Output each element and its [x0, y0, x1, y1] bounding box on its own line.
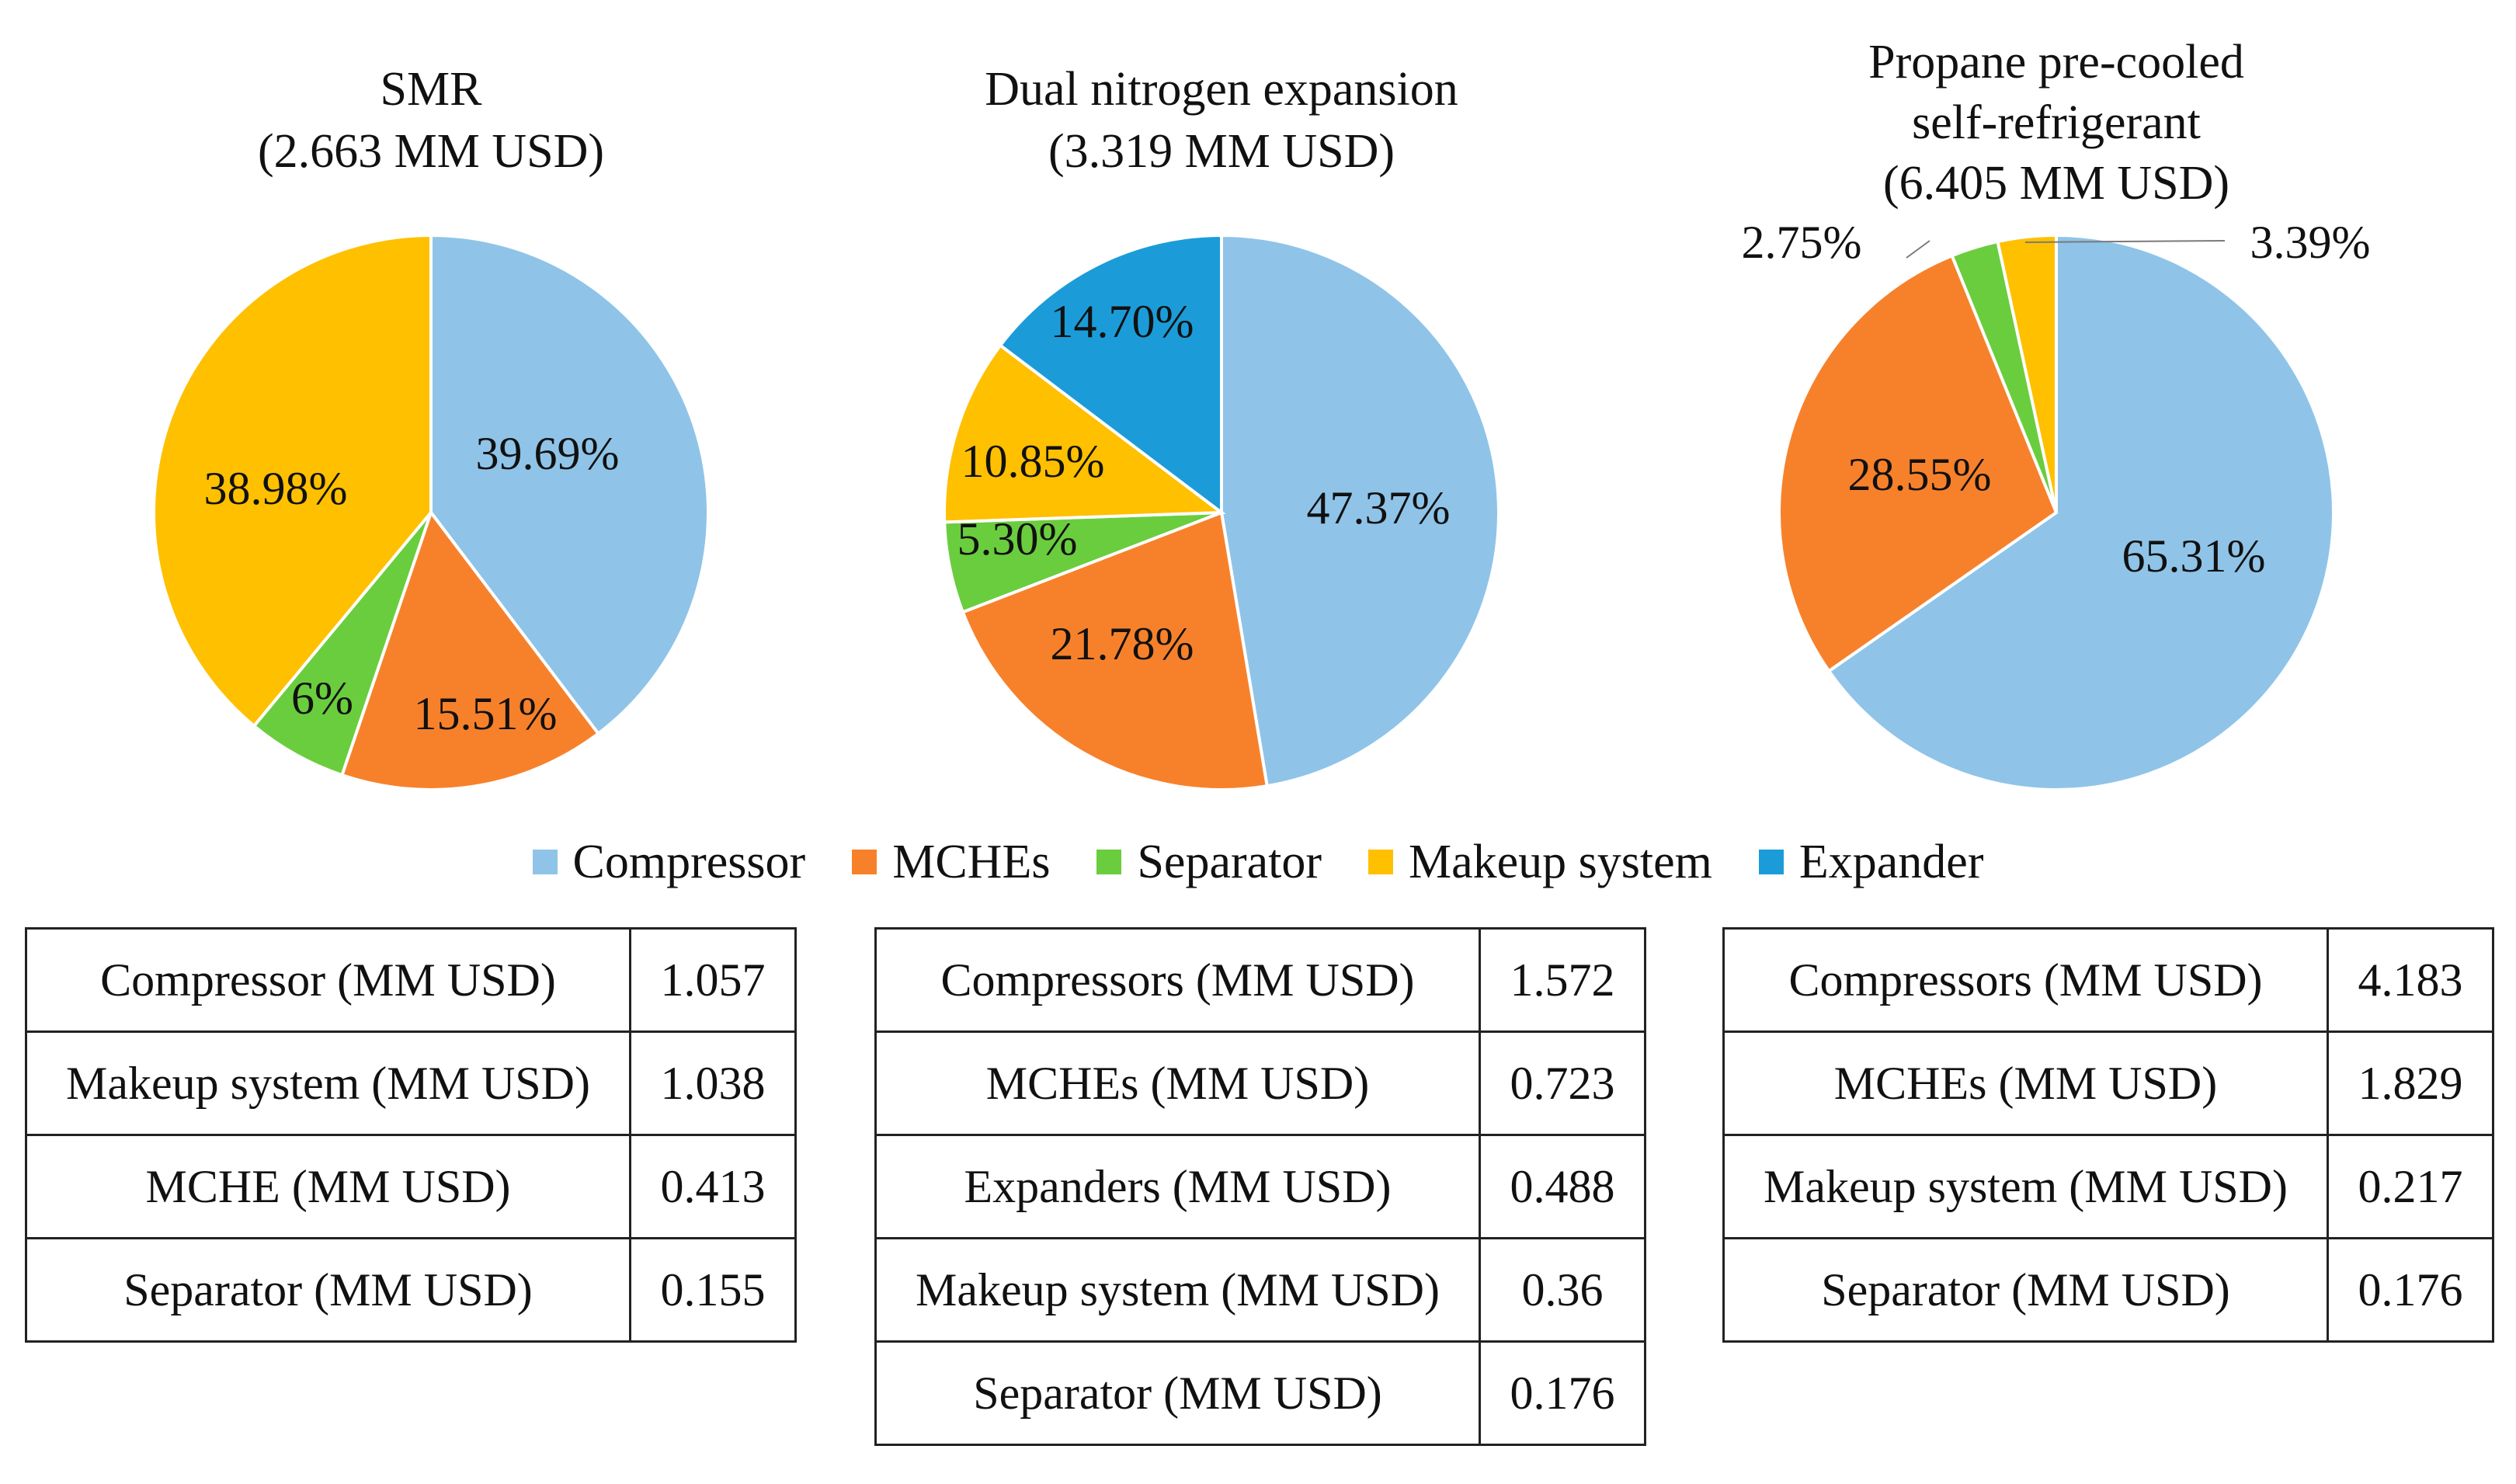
pie-dual-nitrogen-expansion: Dual nitrogen expansion (3.319 MM USD) 47.…	[943, 63, 1501, 791]
data-label-expander: 14.70%	[1051, 296, 1194, 347]
legend-label-separator: Separator	[1137, 835, 1322, 888]
data-label-compressor: 65.31%	[2122, 530, 2266, 582]
pie-slice-mches	[961, 510, 1270, 791]
data-label-separator: 6%	[291, 672, 353, 724]
table-cell-value: 1.572	[1479, 927, 1646, 1033]
legend-swatch-separator	[1096, 850, 1122, 874]
data-label-compressor: 47.37%	[1307, 482, 1451, 533]
legend-expander: Expander	[1758, 835, 1984, 890]
table-row: Compressors (MM USD) 4.183	[1722, 927, 2494, 1033]
data-label-separator: 2.75%	[1742, 217, 1862, 268]
pie-slice-makeup-system	[152, 233, 433, 728]
data-label-separator: 5.30%	[957, 513, 1078, 565]
data-label-makeup-system: 3.39%	[2250, 217, 2371, 268]
table-cell-value: 1.038	[629, 1030, 797, 1136]
legend-swatch-compressor	[532, 850, 558, 874]
pie-slice-separator	[252, 511, 433, 777]
pie-smr: SMR (2.663 MM USD) 39.69% 15.51% 6% 38.98%	[152, 63, 710, 791]
table-cell-label: Separator (MM USD)	[1722, 1237, 2329, 1343]
table-row: Separator (MM USD) 0.155	[25, 1237, 797, 1343]
pie-slice-makeup-system	[1996, 233, 2058, 513]
table-cell-label: MCHEs (MM USD)	[874, 1030, 1481, 1136]
table-cell-value: 0.723	[1479, 1030, 1646, 1136]
legend-mches: MCHEs	[852, 835, 1050, 890]
cost-table-smr: Compressor (MM USD) 1.057 Makeup system (…	[25, 927, 797, 1343]
table-cell-label: Separator (MM USD)	[874, 1340, 1481, 1446]
pie-title-line: self-refrigerant	[1912, 96, 2201, 149]
table-row: Makeup system (MM USD) 1.038	[25, 1030, 797, 1136]
table-cell-value: 0.176	[1479, 1340, 1646, 1446]
data-label-mches: 28.55%	[1848, 449, 1992, 500]
pie-propane-precooled: Propane pre-cooled self-refrigerant (6.405…	[1742, 36, 2371, 791]
data-label-makeup-system: 38.98%	[204, 463, 348, 514]
legend-swatch-mches	[852, 850, 877, 874]
table-cell-value: 0.36	[1479, 1237, 1646, 1343]
table-cell-value: 1.057	[629, 927, 797, 1033]
pie-slice-compressor	[429, 233, 710, 736]
table-cell-label: MCHE (MM USD)	[25, 1134, 631, 1239]
table-cell-label: Separator (MM USD)	[25, 1237, 631, 1343]
table-cell-label: Makeup system (MM USD)	[874, 1237, 1481, 1343]
pie-slice-expander	[998, 233, 1223, 516]
table-cell-value: 4.183	[2327, 927, 2494, 1033]
table-row: Compressor (MM USD) 1.057	[25, 927, 797, 1033]
table-cell-label: Makeup system (MM USD)	[1722, 1134, 2329, 1239]
pie-title-line: Propane pre-cooled	[1868, 36, 2244, 89]
legend-separator: Separator	[1096, 835, 1322, 890]
table-cell-label: Compressors (MM USD)	[874, 927, 1481, 1033]
pie-slice-compressor	[1826, 233, 2336, 791]
table-cell-value: 0.155	[629, 1237, 797, 1343]
table-cell-label: Makeup system (MM USD)	[25, 1030, 631, 1136]
pie-title-line: (2.663 MM USD)	[258, 125, 604, 178]
table-cell-value: 0.488	[1479, 1134, 1646, 1239]
legend-swatch-expander	[1758, 850, 1784, 874]
table-row: Makeup system (MM USD) 0.217	[1722, 1134, 2494, 1239]
table-cell-label: Compressor (MM USD)	[25, 927, 631, 1033]
leader-line	[2024, 240, 2226, 243]
table-row: Separator (MM USD) 0.176	[874, 1340, 1646, 1446]
table-row: Makeup system (MM USD) 0.36	[874, 1237, 1646, 1343]
pie-title-line: (3.319 MM USD)	[1048, 125, 1395, 178]
pie-slice-compressor	[1220, 233, 1501, 788]
leader-line	[1906, 240, 1930, 259]
legend-compressor: Compressor	[532, 835, 806, 890]
table-cell-value: 0.176	[2327, 1237, 2494, 1343]
table-row: Separator (MM USD) 0.176	[1722, 1237, 2494, 1343]
legend-label-mches: MCHEs	[892, 835, 1051, 888]
pie-title-line: SMR	[381, 63, 483, 116]
data-label-compressor: 39.69%	[476, 428, 620, 479]
pie-title-line: (6.405 MM USD)	[1883, 157, 2229, 210]
table-cell-label: MCHEs (MM USD)	[1722, 1030, 2329, 1136]
table-row: MCHEs (MM USD) 1.829	[1722, 1030, 2494, 1136]
table-row: MCHE (MM USD) 0.413	[25, 1134, 797, 1239]
legend-label-expander: Expander	[1798, 835, 1984, 888]
data-label-mches: 15.51%	[414, 688, 558, 739]
table-cell-value: 0.217	[2327, 1134, 2494, 1239]
table-cell-label: Compressors (MM USD)	[1722, 927, 2329, 1033]
cost-table-propane-precooled: Compressors (MM USD) 4.183 MCHEs (MM USD)…	[1722, 927, 2494, 1343]
table-row: Compressors (MM USD) 1.572	[874, 927, 1646, 1033]
legend-makeup-system: Makeup system	[1368, 835, 1712, 890]
pie-slice-mches	[1778, 253, 2059, 673]
table-row: Expanders (MM USD) 0.488	[874, 1134, 1646, 1239]
pie-slice-mches	[339, 509, 601, 791]
legend-swatch-makeup-system	[1368, 850, 1394, 874]
legend: Compressor MCHEs Separator Makeup system…	[0, 831, 2516, 893]
pie-slice-makeup-system	[943, 342, 1226, 524]
table-cell-value: 1.829	[2327, 1030, 2494, 1136]
legend-label-makeup-system: Makeup system	[1409, 835, 1712, 888]
table-row: MCHEs (MM USD) 0.723	[874, 1030, 1646, 1136]
legend-label-compressor: Compressor	[572, 835, 806, 888]
cost-table-dual-nitrogen-expansion: Compressors (MM USD) 1.572 MCHEs (MM USD)…	[874, 927, 1646, 1446]
pie-title-line: Dual nitrogen expansion	[985, 63, 1458, 116]
table-cell-value: 0.413	[629, 1134, 797, 1239]
data-label-mches: 21.78%	[1051, 618, 1194, 669]
table-cell-label: Expanders (MM USD)	[874, 1134, 1481, 1239]
data-label-makeup-system: 10.85%	[961, 436, 1105, 487]
